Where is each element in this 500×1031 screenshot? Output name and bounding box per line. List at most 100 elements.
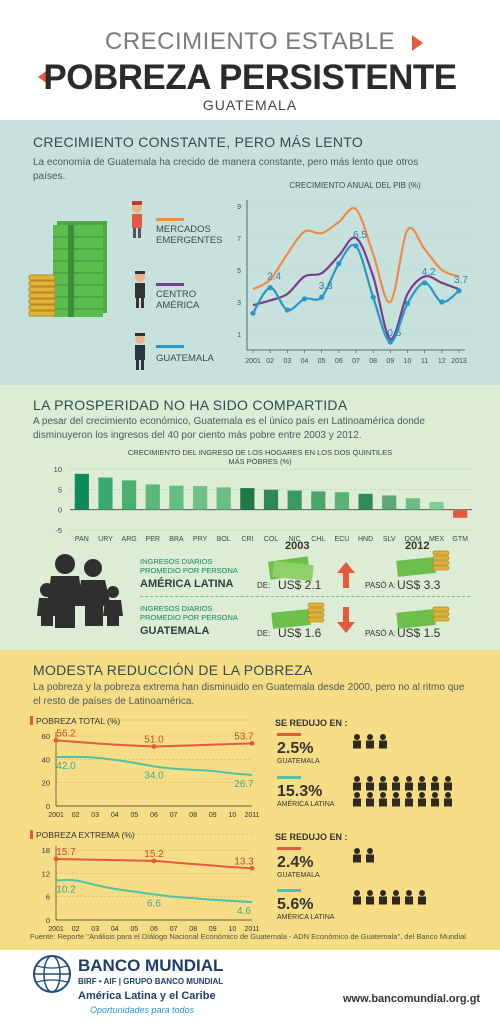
- year-2012: 2012: [405, 540, 430, 552]
- person-icon: [431, 776, 439, 791]
- section-heading: MODESTA REDUCCIÓN DE LA POBREZA: [33, 662, 313, 678]
- data-label: 6.6: [147, 898, 161, 909]
- person-body: [353, 854, 361, 863]
- section-poverty: MODESTA REDUCCIÓN DE LA POBREZA La pobre…: [0, 650, 500, 950]
- x-tick-label: 02: [72, 812, 80, 819]
- reduced-label: SE REDUJO EN :: [275, 832, 348, 842]
- data-point: [353, 243, 359, 249]
- family-icon: [37, 554, 123, 628]
- x-tick-label: 05: [131, 926, 139, 933]
- person-head: [367, 848, 373, 854]
- people-icons: [353, 776, 452, 807]
- title-marker: [30, 716, 33, 725]
- income-row-label: GUATEMALA: [140, 625, 210, 637]
- x-tick-label: 08: [369, 358, 377, 365]
- person-icon: [353, 848, 361, 863]
- y-tick-label: 18: [42, 846, 50, 855]
- section-growth: CRECIMIENTO CONSTANTE, PERO MÁS LENTO La…: [0, 120, 500, 385]
- people-row: [352, 890, 430, 923]
- x-tick-label: 08: [189, 812, 197, 819]
- person-body: [431, 798, 439, 807]
- person-head: [419, 792, 425, 798]
- person-head: [380, 734, 386, 740]
- data-label: 26.7: [234, 779, 254, 790]
- x-tick-label: 11: [421, 358, 428, 365]
- chart-title: CRECIMIENTO DEL INGRESO DE LOS HOGARES E…: [128, 448, 392, 457]
- person-body: [392, 896, 400, 905]
- tagline: Oportunidades para todos: [90, 1005, 195, 1015]
- person-head: [354, 792, 360, 798]
- bar-BOL: [216, 487, 231, 510]
- title-marker: [30, 830, 33, 839]
- arrow-up-icon: [337, 562, 355, 588]
- person-head: [380, 890, 386, 896]
- person-head: [380, 792, 386, 798]
- arrow-down-icon: [337, 607, 355, 633]
- x-tick-label: 03: [91, 812, 99, 819]
- person-head: [354, 848, 360, 854]
- x-tick-label: HND: [358, 536, 373, 542]
- person-body: [353, 740, 361, 749]
- y-tick-label: 7: [237, 236, 241, 243]
- data-label: 4.6: [237, 906, 251, 917]
- person-head: [445, 792, 451, 798]
- person-icon: [379, 792, 387, 807]
- person-head: [419, 890, 425, 896]
- bar-PER: [145, 484, 160, 510]
- money-bills-icon: [267, 556, 314, 581]
- data-point: [151, 858, 157, 864]
- x-tick-label: 10: [404, 358, 412, 365]
- x-tick-label: BOL: [217, 536, 231, 542]
- data-point: [301, 296, 308, 302]
- legend-swatch-emerging: [156, 218, 184, 221]
- person-head: [432, 792, 438, 798]
- person-body: [392, 798, 400, 807]
- bar-MEX: [429, 501, 444, 510]
- bar-BRA: [169, 485, 184, 510]
- person-icon: [444, 792, 452, 807]
- y-tick-label: 60: [42, 732, 50, 741]
- person-body: [392, 782, 400, 791]
- data-label: 3.7: [454, 275, 468, 286]
- y-tick-label: 10: [54, 465, 62, 474]
- person-icon: [353, 890, 361, 905]
- x-tick-label: 04: [301, 358, 309, 365]
- people-row: [352, 734, 391, 767]
- income-row-label: AMÉRICA LATINA: [140, 578, 234, 590]
- website-link[interactable]: www.bancomundial.org.gt: [343, 993, 481, 1005]
- person-head: [432, 776, 438, 782]
- person-icon: [418, 776, 426, 791]
- x-tick-label: 07: [170, 812, 178, 819]
- x-tick-label: 09: [209, 812, 217, 819]
- section-text: La economía de Guatemala ha crecido de m…: [33, 157, 419, 182]
- person-head: [367, 890, 373, 896]
- person-body: [379, 896, 387, 905]
- year-2003: 2003: [285, 540, 310, 552]
- x-tick-label: PAN: [75, 536, 89, 542]
- person-icon: [418, 792, 426, 807]
- x-tick-label: 04: [111, 812, 119, 819]
- person-icon: [379, 890, 387, 905]
- extreme-la-label: AMÉRICA LATINA: [277, 914, 335, 921]
- x-tick-label: DOM: [405, 536, 422, 542]
- income-from-value: US$ 2.1: [278, 578, 322, 592]
- x-tick-label: 07: [352, 358, 360, 365]
- person-icon: [405, 776, 413, 791]
- person-body: [366, 782, 374, 791]
- person-icon: [353, 792, 361, 807]
- title-line-2: POBREZA PERSISTENTE: [43, 58, 457, 97]
- legend-swatch-central-america: [156, 283, 184, 286]
- data-label: 56.2: [56, 728, 76, 739]
- person-head: [406, 890, 412, 896]
- person-body: [353, 896, 361, 905]
- person-icon: [353, 734, 361, 749]
- person-head: [406, 776, 412, 782]
- x-tick-label: 03: [91, 926, 99, 933]
- person-central-america-icon: [135, 271, 145, 308]
- person-body: [405, 798, 413, 807]
- data-label: 15.2: [144, 849, 164, 860]
- reduced-label: SE REDUJO EN :: [275, 718, 348, 728]
- bar-ECU: [334, 492, 350, 510]
- x-tick-label: 06: [150, 926, 158, 933]
- extreme-gt-percent: 2.4%: [277, 854, 314, 871]
